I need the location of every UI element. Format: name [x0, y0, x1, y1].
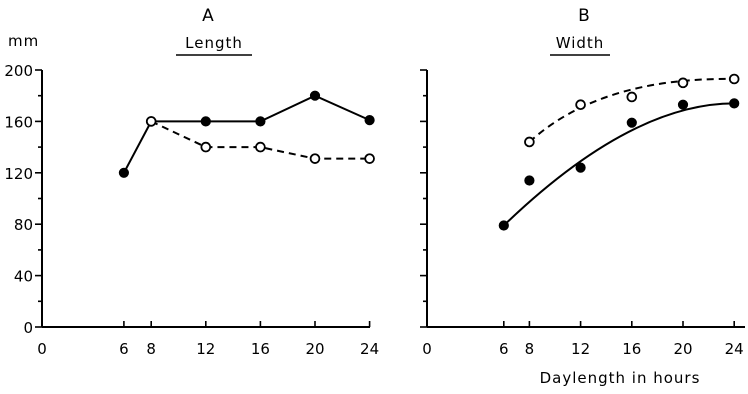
panel-a-x-tick-label: 24: [360, 340, 379, 358]
panel-a-x-origin-label: 0: [37, 340, 47, 358]
x-axis-label: Daylength in hours: [540, 369, 701, 387]
panel-a-y-tick-label: 40: [14, 268, 33, 286]
panel-a-y-tick-label: 120: [4, 165, 33, 183]
panel-a-filled-series-point: [255, 116, 266, 127]
panel-a-letter: A: [202, 6, 214, 26]
panel-b-x-tick-label: 12: [571, 340, 590, 358]
panel-b-x-origin-label: 0: [422, 340, 432, 358]
panel-a-y-tick-label: 80: [14, 216, 33, 234]
panel-a-filled-series-line: [123, 94, 371, 174]
panel-b-filled-series-point: [677, 99, 689, 110]
panel-b-open-series-point: [575, 99, 586, 110]
panel-a-x-tick-label: 12: [196, 340, 215, 358]
panel-b-x-tick-label: 6: [499, 340, 509, 358]
panel-a-title: Length: [185, 34, 243, 52]
panel-b-filled-series-point: [498, 220, 509, 231]
panel-b-filled-series-point: [575, 162, 586, 173]
panel-a-filled-series-point: [200, 116, 211, 127]
panel-a-y-tick-label: 160: [4, 113, 33, 131]
panel-a-x-tick-label: 20: [305, 340, 324, 358]
panel-b-x-tick-label: 16: [622, 340, 641, 358]
panel-b-letter: B: [578, 6, 590, 26]
panel-a-open-series-point: [309, 153, 321, 164]
panel-b-open-series-point: [677, 77, 689, 89]
panel-b-filled-series-point: [729, 98, 740, 109]
panel-a-x-tick-label: 16: [251, 340, 270, 358]
panel-b-open-series-point: [728, 73, 740, 85]
panel-b-x-tick-label: 20: [673, 340, 692, 358]
panel-a-x-tick-label: 8: [146, 340, 156, 358]
panel-b-x-tick-label: 24: [725, 340, 744, 358]
panel-a-filled-series-point: [364, 115, 375, 126]
panel-b-open-series-line: [528, 77, 735, 143]
y-unit-label: mm: [8, 32, 39, 50]
panel-b-filled-series-point: [524, 175, 535, 186]
panel-a-y-tick-label: 0: [23, 319, 33, 337]
panel-a-x-tick-label: 6: [119, 340, 129, 358]
panel-b-title: Width: [556, 34, 605, 52]
panel-a-y-tick-label: 200: [4, 62, 33, 80]
panel-b-x-tick-label: 8: [525, 340, 535, 358]
panel-b-open-series-point: [524, 136, 535, 148]
panel-b-open-series-point: [626, 91, 638, 103]
panel-a-open-series-line: [150, 120, 370, 160]
panel-a-filled-series-point: [309, 90, 321, 101]
panel-a-open-series-point: [145, 116, 157, 127]
panel-a-filled-series-point: [118, 167, 130, 178]
panel-b-filled-series-line: [503, 102, 735, 227]
panel-b-filled-series-point: [626, 117, 637, 128]
panel-a-open-series-point: [200, 141, 212, 153]
panel-a-open-series-point: [255, 141, 266, 153]
panel-a-open-series-point: [364, 153, 375, 164]
